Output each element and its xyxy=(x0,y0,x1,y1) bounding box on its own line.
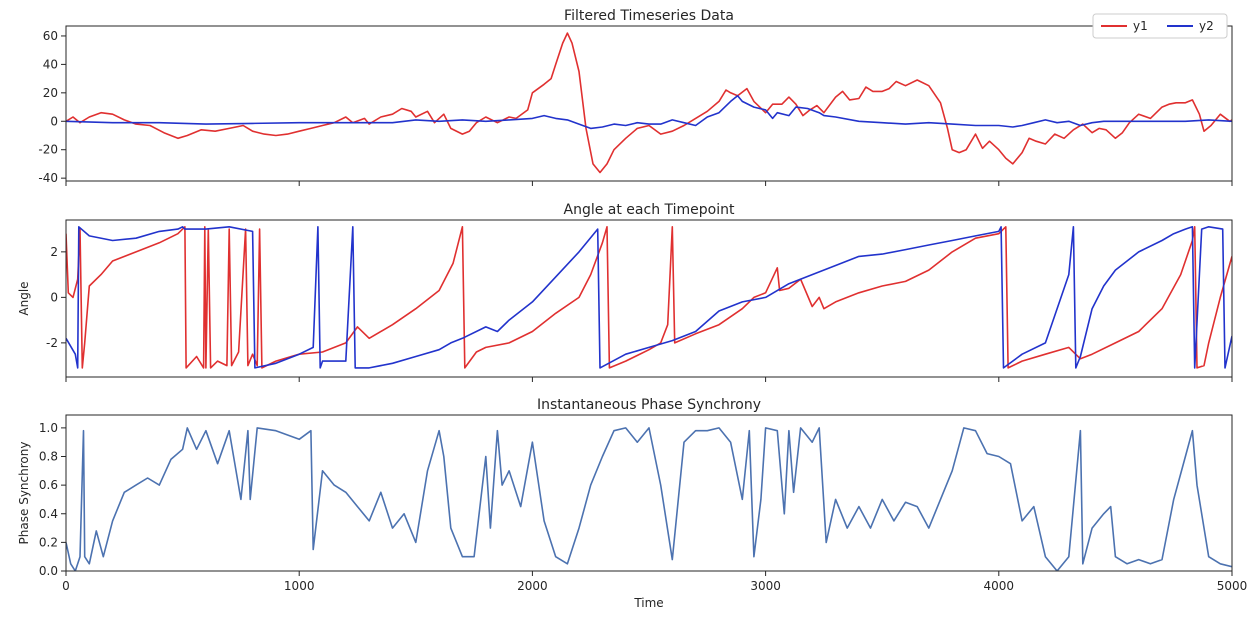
x-tick-label: 3000 xyxy=(750,579,781,593)
axes-frame xyxy=(65,25,1233,182)
series-line-y2 xyxy=(66,94,1232,130)
y-axis-label: Phase Synchrony xyxy=(17,442,31,545)
y-axis-label: Angle xyxy=(17,281,31,315)
y-tick-label: 20 xyxy=(43,86,58,100)
x-tick-label: 2000 xyxy=(517,579,548,593)
panel-phase-synchrony: Instantaneous Phase Synchrony 0.0 0.2 0.4 0.… xyxy=(17,397,1247,610)
y-tick-label: 60 xyxy=(43,29,58,43)
axes-frame xyxy=(65,414,1233,572)
y-tick-label: 0.4 xyxy=(39,507,58,521)
legend-box xyxy=(1092,13,1228,39)
x-axis-label: Time xyxy=(633,596,663,610)
legend-label-y2: y2 xyxy=(1199,19,1214,33)
series-line-y1 xyxy=(66,226,1232,369)
y-tick-label: 0 xyxy=(50,290,58,304)
y-tick-label: 0.2 xyxy=(39,535,58,549)
y-tick-label: 2 xyxy=(50,245,58,259)
y-tick-label: 0 xyxy=(50,114,58,128)
x-tick-label: 4000 xyxy=(984,579,1015,593)
y-tick-label: 0.6 xyxy=(39,478,58,492)
legend: y1 y2 xyxy=(1092,13,1228,39)
x-tick-label: 0 xyxy=(62,579,70,593)
y-tick-label: 40 xyxy=(43,57,58,71)
series-line-y1 xyxy=(66,32,1232,174)
x-tick-label: 5000 xyxy=(1217,579,1248,593)
chart-title: Filtered Timeseries Data xyxy=(564,8,734,24)
y-tick-label: 1.0 xyxy=(39,421,58,435)
axes-frame xyxy=(65,219,1233,378)
y-tick-label: -40 xyxy=(38,171,58,185)
chart-title: Instantaneous Phase Synchrony xyxy=(537,397,761,413)
y-tick-label: -2 xyxy=(46,336,58,350)
legend-label-y1: y1 xyxy=(1133,19,1148,33)
series-line-phase-synchrony xyxy=(66,427,1232,571)
y-tick-label: 0.0 xyxy=(39,564,58,578)
x-tick-label: 1000 xyxy=(284,579,315,593)
y-tick-label: 0.8 xyxy=(39,450,58,464)
chart-title: Angle at each Timepoint xyxy=(564,202,735,218)
y-tick-label: -20 xyxy=(38,143,58,157)
panel-angle: Angle at each Timepoint -2 0 2 Angle xyxy=(17,202,1233,382)
series-line-y2 xyxy=(66,226,1232,369)
